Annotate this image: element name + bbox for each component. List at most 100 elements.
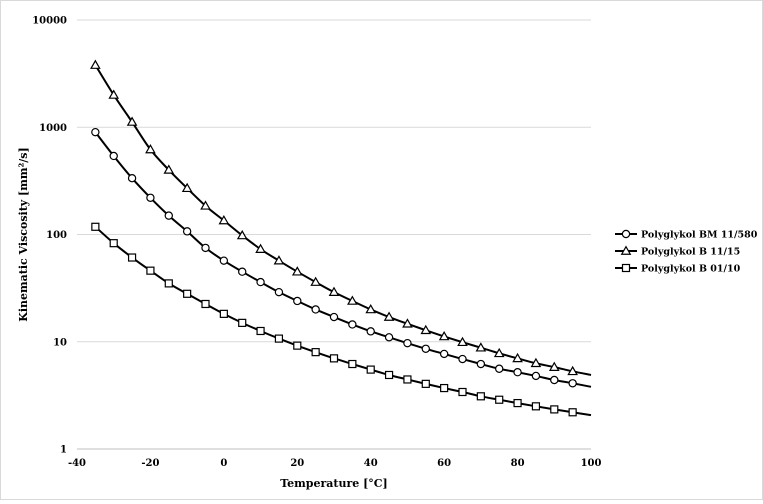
data-point-circle <box>458 354 467 364</box>
data-point-square <box>293 341 302 350</box>
data-point-triangle <box>567 365 578 376</box>
y-tick-label: 1000 <box>39 123 67 134</box>
data-point-triangle <box>620 245 632 255</box>
data-point-circle <box>531 371 541 381</box>
data-point-square <box>127 253 137 262</box>
data-point-square <box>146 266 155 275</box>
data-point-triangle <box>218 215 230 225</box>
data-point-square <box>421 379 430 388</box>
data-point-triangle <box>420 324 432 335</box>
gridlines <box>77 19 591 343</box>
tick-labels: 1 10 100 1000 10000 -40 -20 0 20 40 60 80 100 <box>32 16 601 470</box>
data-point-triangle <box>145 144 156 154</box>
data-point-square <box>458 387 467 397</box>
y-tick-label: 1 <box>60 445 67 456</box>
data-point-circle <box>439 349 449 359</box>
data-point-circle <box>164 211 173 220</box>
legend-item: Polyglykol BM 11/580 <box>615 230 758 241</box>
data-point-triangle <box>126 116 138 126</box>
data-point-circle <box>403 338 412 348</box>
data-point-square <box>109 239 118 248</box>
data-point-triangle <box>181 182 193 193</box>
series-triangle <box>90 59 592 376</box>
data-point-square <box>348 359 357 369</box>
x-axis-title: Temperature [°C] <box>280 477 388 490</box>
data-point-circle <box>274 287 284 297</box>
data-point-triangle <box>457 336 468 347</box>
y-tick-label: 10 <box>53 337 67 348</box>
data-point-triangle <box>402 318 413 328</box>
data-point-circle <box>550 375 559 385</box>
data-point-square <box>238 318 247 327</box>
data-point-square <box>256 326 265 336</box>
data-point-circle <box>384 333 394 342</box>
data-point-triangle <box>108 89 120 99</box>
data-point-circle <box>182 227 192 236</box>
data-point-square <box>568 408 577 417</box>
data-point-triangle <box>200 200 211 210</box>
data-point-circle <box>219 256 229 265</box>
data-point-triangle <box>530 357 542 368</box>
data-point-triangle <box>548 361 560 371</box>
data-point-triangle <box>512 352 523 363</box>
legend-label: Polyglykol BM 11/580 <box>641 230 758 241</box>
data-point-square <box>384 370 394 380</box>
data-point-square <box>219 309 228 318</box>
data-point-square <box>550 405 559 414</box>
data-point-circle <box>421 344 430 353</box>
data-point-circle <box>621 229 631 239</box>
series-line <box>94 64 592 376</box>
data-point-circle <box>568 379 577 388</box>
series-square <box>91 222 592 417</box>
x-tick-label: 40 <box>364 458 378 469</box>
y-tick-label: 10000 <box>32 16 67 27</box>
series-circle <box>91 127 592 388</box>
legend-item: Polyglykol B 01/10 <box>615 264 741 275</box>
data-point-square <box>201 299 210 309</box>
data-point-triangle <box>438 330 450 341</box>
data-point-square <box>495 395 504 404</box>
data-point-triangle <box>236 229 248 240</box>
data-point-circle <box>109 151 118 161</box>
data-point-circle <box>256 277 265 287</box>
data-point-circle <box>127 173 137 183</box>
data-point-circle <box>329 312 339 322</box>
data-point-square <box>274 334 284 343</box>
series-line <box>94 226 592 417</box>
data-point-square <box>531 402 541 411</box>
y-tick-label: 100 <box>46 230 67 241</box>
data-point-square <box>91 222 100 231</box>
data-point-triangle <box>310 276 321 286</box>
data-point-square <box>513 398 522 408</box>
data-point-square <box>403 375 412 384</box>
data-point-circle <box>495 364 504 373</box>
data-point-triangle <box>365 303 377 314</box>
data-point-circle <box>293 296 302 306</box>
data-point-circle <box>513 368 522 377</box>
data-point-square <box>366 365 375 374</box>
data-point-square <box>183 289 192 298</box>
legend-label: Polyglykol B 11/15 <box>641 247 740 258</box>
data-point-circle <box>146 193 155 202</box>
data-point-square <box>621 263 631 273</box>
data-point-square <box>476 392 485 401</box>
data-point-circle <box>311 305 320 314</box>
data-point-triangle <box>255 243 266 253</box>
data-point-circle <box>348 320 357 329</box>
data-point-square <box>164 279 173 288</box>
legend-label: Polyglykol B 01/10 <box>641 264 741 275</box>
y-axis-title: Kinematic Viscosity [mm²/s] <box>17 147 30 321</box>
data-point-circle <box>91 127 100 137</box>
data-point-circle <box>366 327 375 336</box>
legend: Polyglykol BM 11/580 Polyglykol B 11/15 Po… <box>615 230 758 275</box>
data-point-circle <box>201 243 210 253</box>
legend-item: Polyglykol B 11/15 <box>615 245 740 258</box>
series <box>90 59 592 417</box>
data-point-triangle <box>291 266 303 276</box>
x-tick-label: -20 <box>141 458 159 469</box>
data-point-square <box>311 348 320 357</box>
data-point-circle <box>238 267 247 276</box>
data-point-triangle <box>273 255 285 265</box>
